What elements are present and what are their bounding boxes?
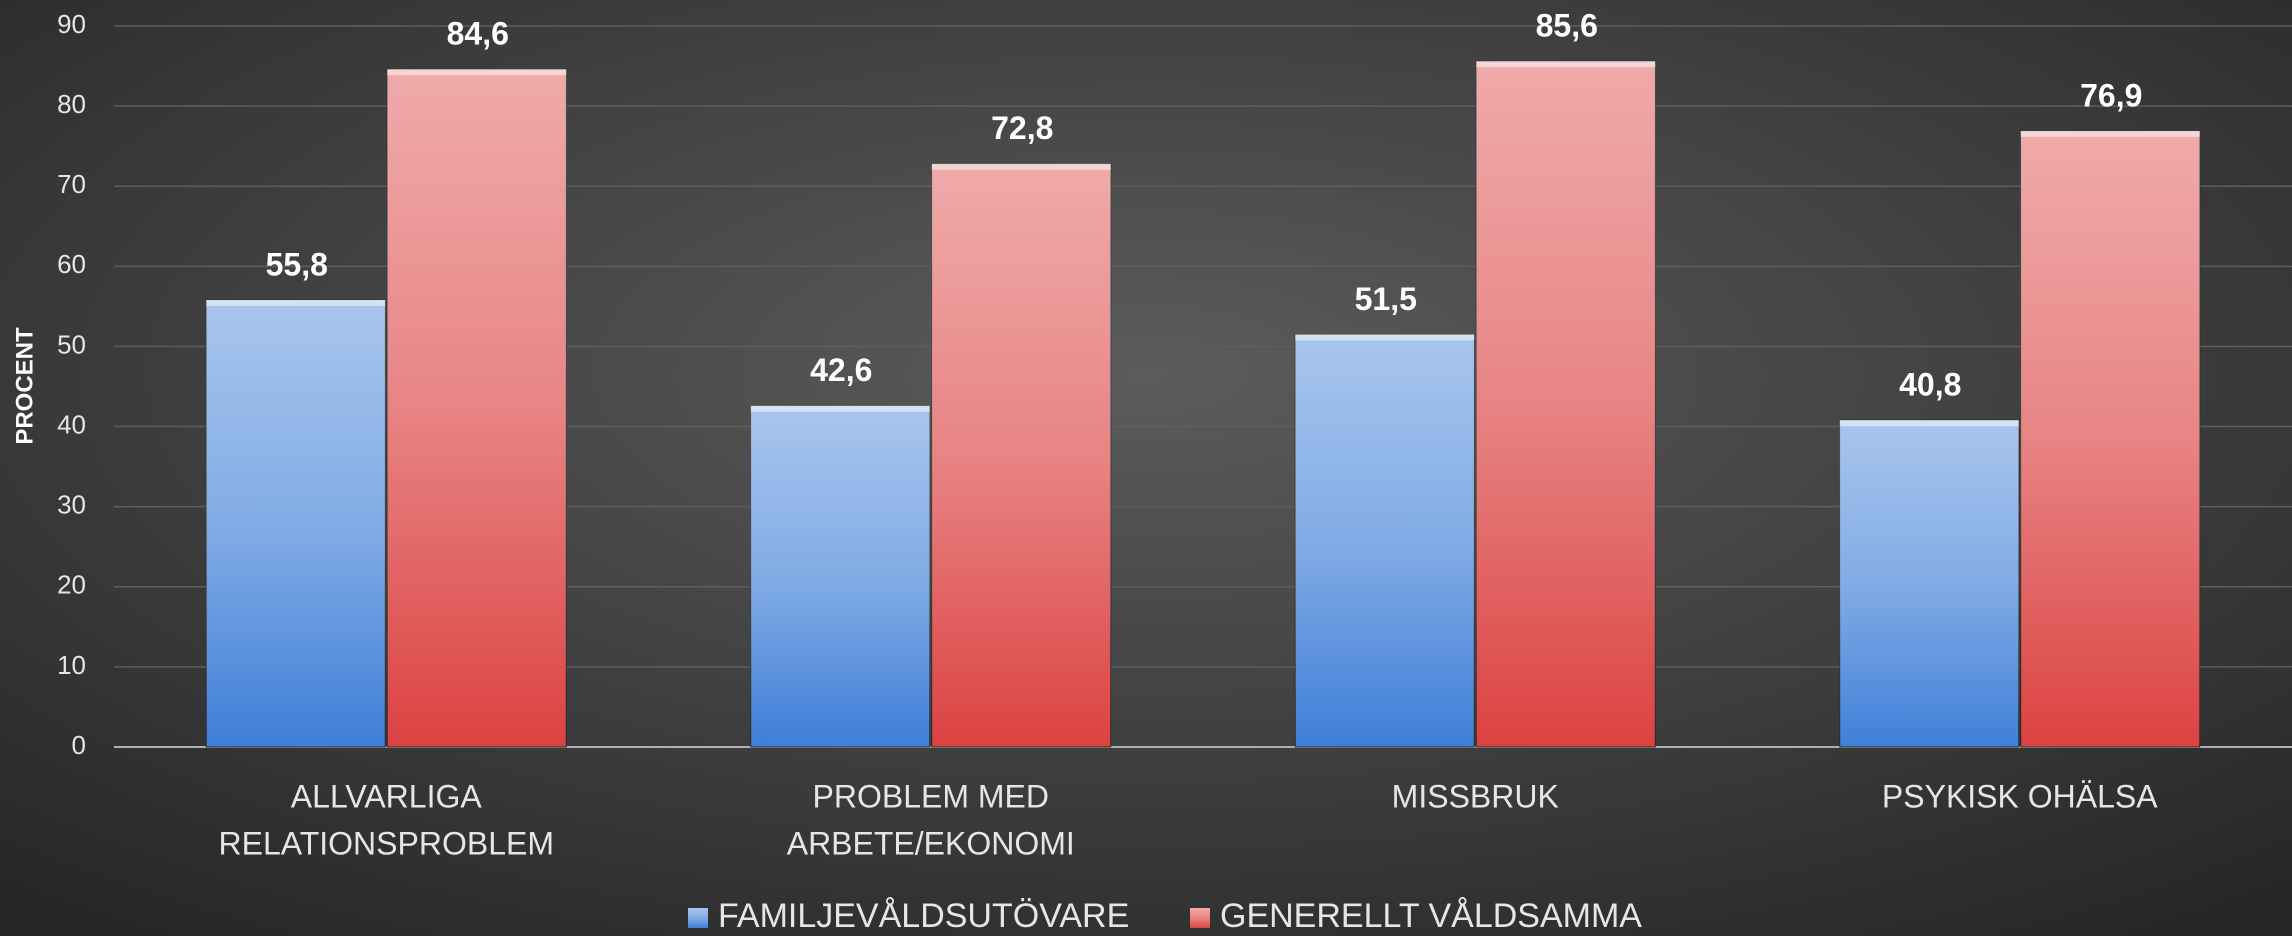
value-label: 42,6 [810,352,872,388]
x-tick-label: ALLVARLIGA [291,778,483,814]
x-tick-label: PSYKISK OHÄLSA [1882,778,2158,814]
y-tick-label: 60 [57,249,86,279]
y-tick-label: 50 [57,329,86,359]
bar-shine [1295,334,1475,747]
value-label: 76,9 [2080,77,2142,113]
y-tick-label: 80 [57,89,86,119]
bar-bevel [2020,130,2200,137]
bar-bevel [750,405,930,412]
bar-bevel [1839,420,2019,427]
y-tick-label: 40 [57,409,86,439]
x-tick-label: ARBETE/EKONOMI [787,825,1075,861]
y-tick-label: 90 [57,9,86,39]
y-axis-label: PROCENT [11,327,38,445]
x-tick-label: RELATIONSPROBLEM [219,825,554,861]
value-label: 72,8 [991,110,1053,146]
value-label: 51,5 [1355,281,1417,317]
x-tick-label: PROBLEM MED [813,778,1049,814]
x-tick-label: MISSBRUK [1392,778,1559,814]
value-label: 55,8 [266,246,328,282]
bar-bevel [1295,334,1475,341]
bar-shine [206,299,386,747]
bar-shine [387,69,567,747]
legend-label: FAMILJEVÅLDSUTÖVARE [718,897,1129,935]
bar-shine [931,163,1111,747]
value-label: 85,6 [1536,8,1598,44]
bar-bevel [1476,61,1656,68]
y-tick-label: 0 [72,730,86,760]
bar-bevel [931,163,1111,170]
bar-shine [1476,61,1656,747]
legend: FAMILJEVÅLDSUTÖVARE GENERELLT VÅLDSAMMA [688,897,1642,935]
legend-swatch-shine [688,908,708,928]
y-tick-label: 20 [57,570,86,600]
legend-label: GENERELLT VÅLDSAMMA [1220,897,1642,935]
bar-shine [2020,130,2200,747]
y-tick-label: 10 [57,650,86,680]
value-label: 40,8 [1899,367,1961,403]
bar-bevel [206,299,386,306]
legend-swatch-shine [1190,908,1210,928]
bar-shine [750,405,930,747]
value-label: 84,6 [447,16,509,52]
y-tick-label: 30 [57,490,86,520]
bar-bevel [387,69,567,76]
bar-shine [1839,420,2019,747]
y-tick-label: 70 [57,169,86,199]
